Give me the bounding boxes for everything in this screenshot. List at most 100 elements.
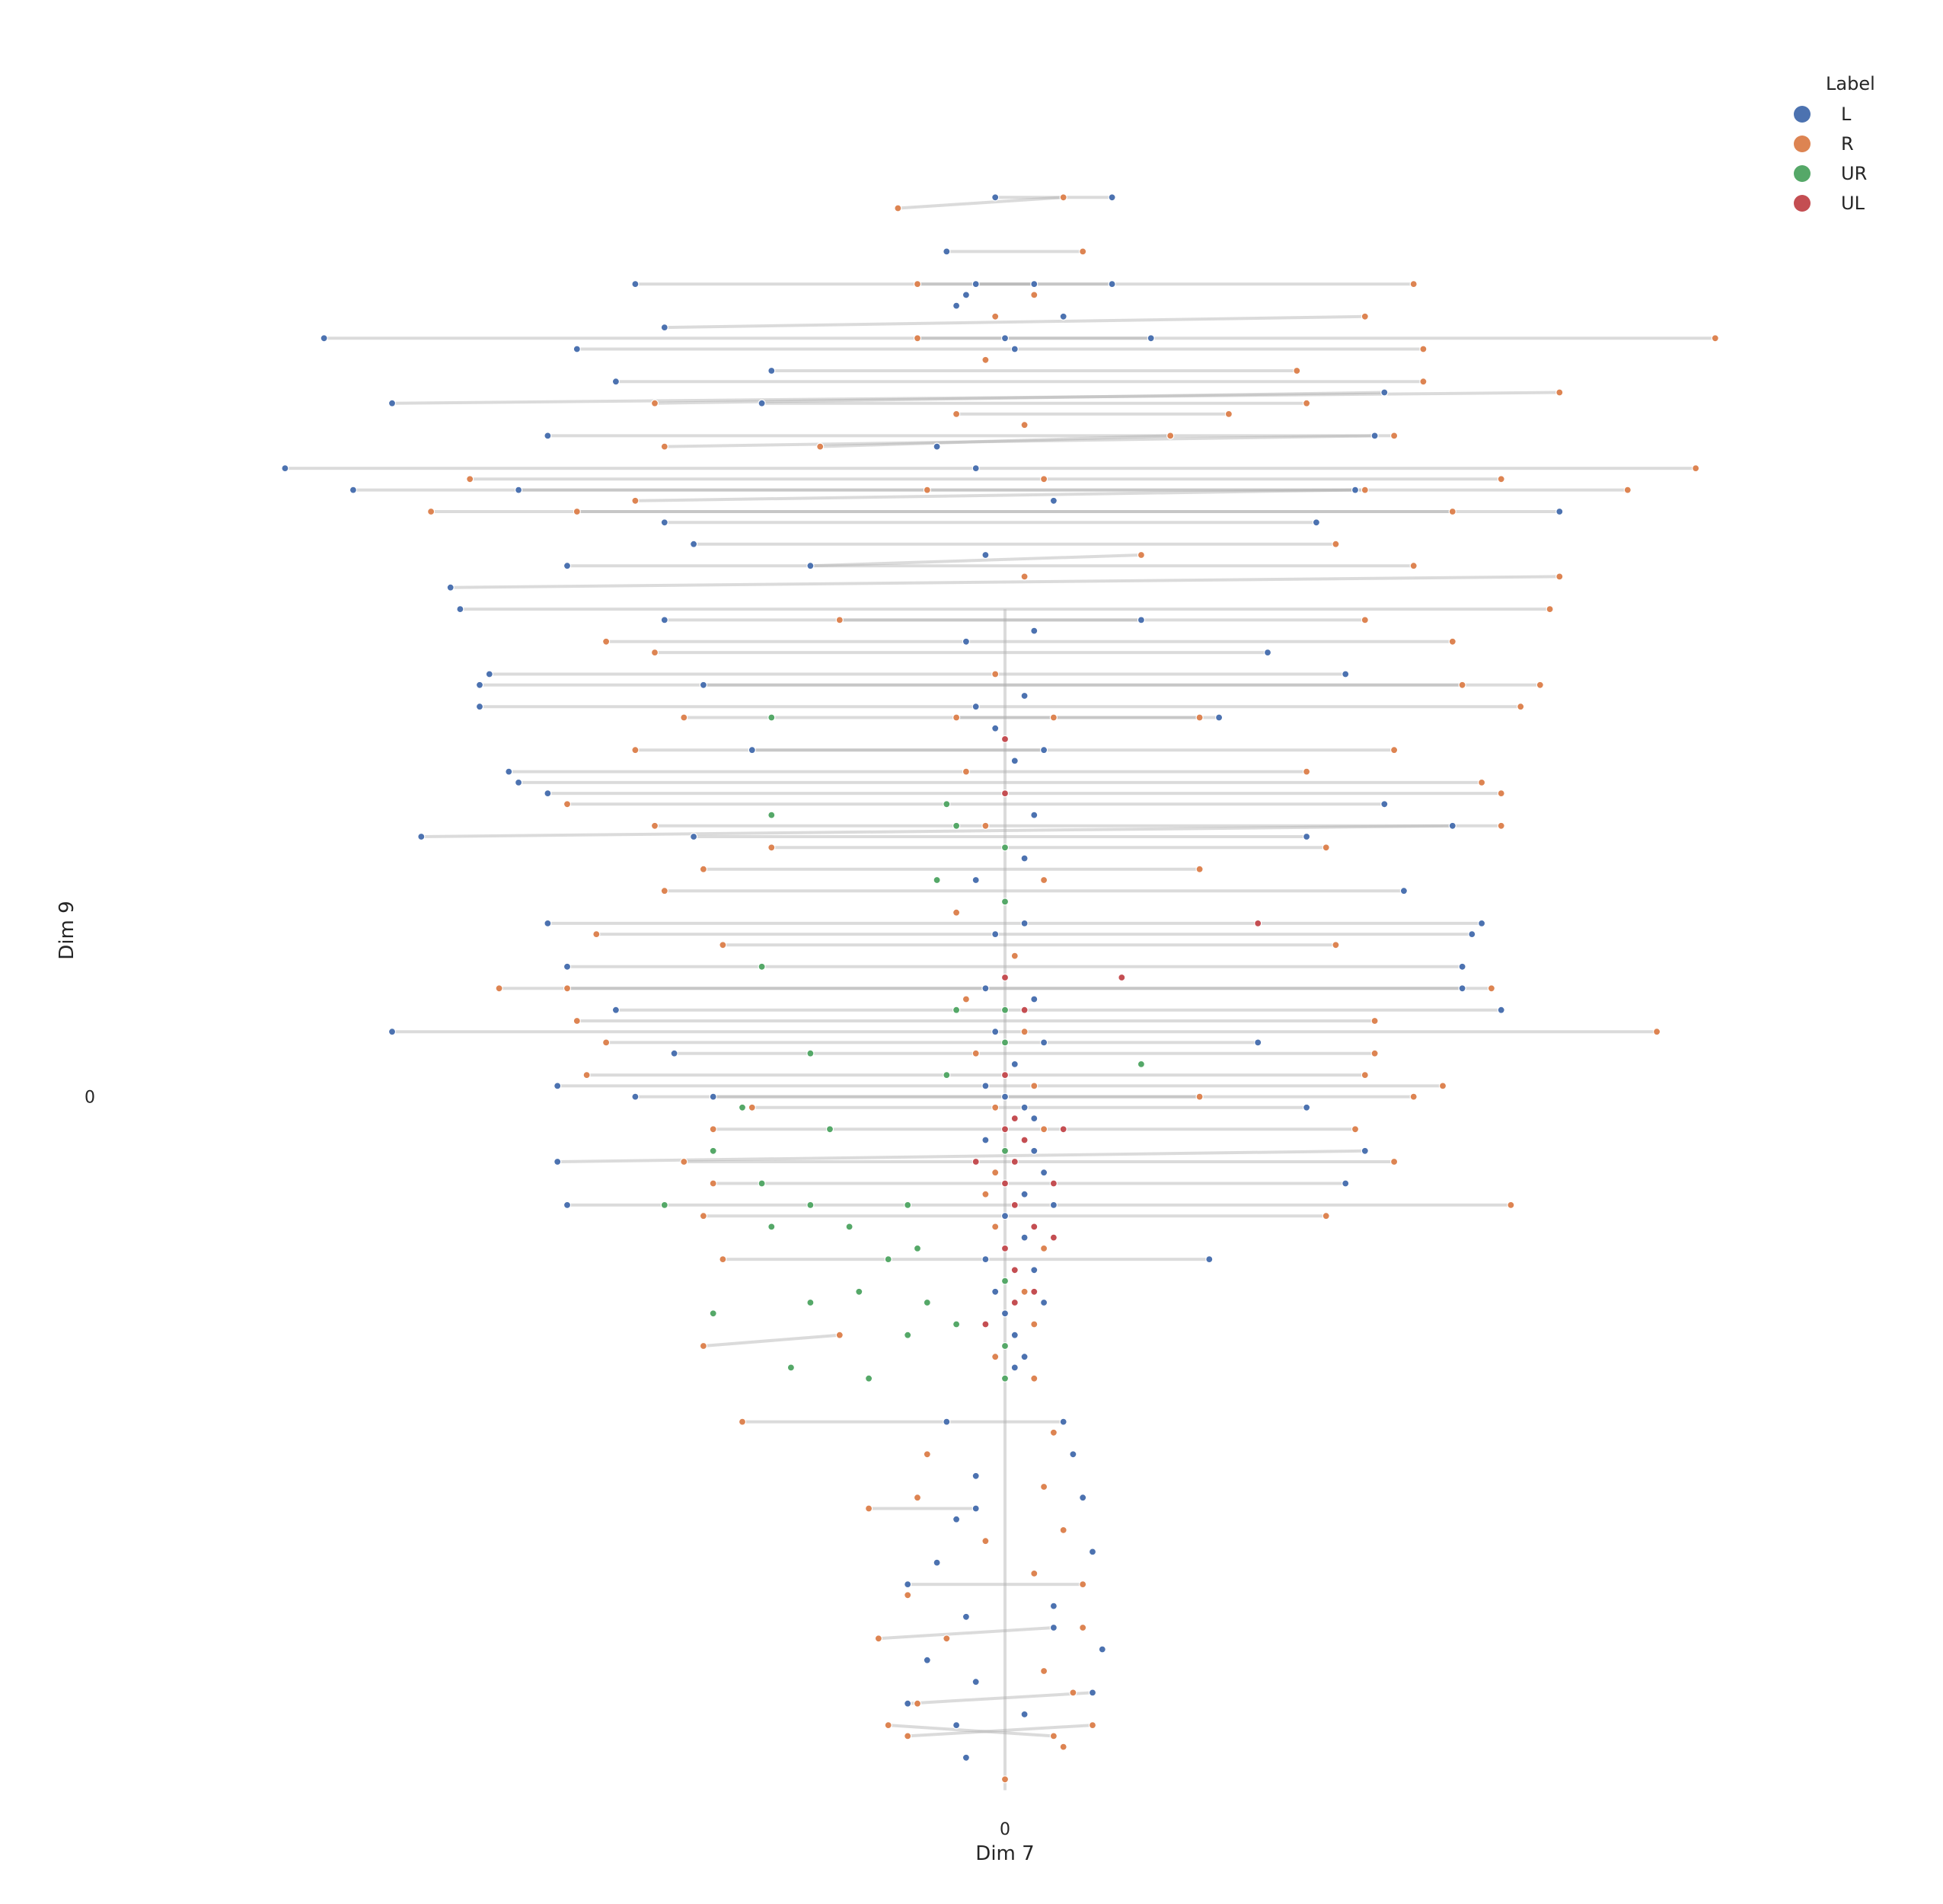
data-point-l [1399, 887, 1409, 895]
connector-line [820, 434, 1171, 448]
data-point-l [943, 247, 951, 256]
data-point-ur [1000, 1147, 1010, 1155]
data-point-r [1332, 941, 1340, 949]
data-point-l [514, 778, 523, 787]
data-point-r [650, 821, 659, 830]
data-point-r [748, 1103, 756, 1111]
data-point-l [1020, 1710, 1029, 1718]
data-point-r [1059, 1743, 1067, 1751]
data-point-l [388, 399, 397, 407]
data-point-l [1039, 1038, 1048, 1047]
data-point-l [1370, 432, 1379, 440]
data-point-l [1030, 627, 1038, 635]
data-point-l [1020, 1103, 1029, 1111]
data-point-r [816, 442, 825, 451]
data-point-r [904, 1732, 912, 1740]
data-point-r [1302, 767, 1311, 776]
connector-line [654, 391, 1385, 405]
data-point-ur [864, 1374, 873, 1383]
data-point-r [991, 670, 1000, 678]
data-point-l [1361, 1147, 1369, 1155]
data-point-ur [952, 1006, 961, 1014]
data-point-ur [845, 1223, 853, 1231]
data-point-l [991, 724, 1000, 732]
data-point-l [544, 432, 552, 440]
data-point-l [972, 464, 980, 473]
data-point-l [1020, 854, 1029, 863]
data-point-r [1497, 789, 1505, 798]
data-point-r [1137, 550, 1146, 560]
data-point-ul [1000, 1125, 1010, 1134]
data-point-l [456, 604, 464, 614]
data-point-r [1020, 421, 1029, 429]
data-point-r [1555, 388, 1564, 397]
data-point-r [1555, 572, 1564, 581]
data-point-l [1059, 1418, 1067, 1426]
y-tick-label: 0 [85, 1089, 95, 1108]
data-point-l [991, 193, 1000, 202]
data-point-r [738, 1418, 747, 1426]
data-point-r [699, 1212, 708, 1220]
data-point-r [981, 356, 990, 364]
data-point-r [1059, 1526, 1067, 1535]
data-point-r [1039, 1244, 1048, 1253]
data-point-ur [904, 1201, 912, 1210]
data-point-ul [1000, 1179, 1010, 1188]
data-point-r [466, 475, 474, 483]
data-point-l [1000, 334, 1010, 343]
data-point-ur [943, 1070, 951, 1080]
data-point-r [573, 1016, 581, 1025]
data-point-l [972, 875, 980, 885]
data-point-l [767, 366, 776, 375]
data-point-ur [767, 1223, 776, 1231]
data-point-l [1458, 984, 1466, 993]
legend-marker-r [1794, 136, 1811, 152]
legend: Label LR UR UL [1794, 73, 1875, 214]
data-point-l [1108, 280, 1116, 289]
data-point-l [1039, 1169, 1048, 1177]
data-point-r [1419, 378, 1428, 386]
data-point-l [1020, 1233, 1029, 1242]
y-axis-label: Dim 9 [56, 901, 78, 959]
data-point-r [1166, 432, 1175, 440]
data-point-l [544, 789, 552, 798]
data-point-ul [981, 1320, 990, 1328]
data-point-ul [1000, 973, 1010, 982]
connector-line [888, 1724, 1054, 1738]
data-point-l [1049, 496, 1058, 505]
x-tick-label: 0 [1000, 1820, 1010, 1839]
data-point-r [1224, 410, 1233, 419]
data-point-ur [758, 962, 766, 971]
legend-label-ur: UR [1841, 163, 1867, 184]
data-point-ul [1030, 1223, 1038, 1231]
connector-lines [285, 196, 1715, 1791]
data-point-r [699, 1341, 708, 1351]
data-point-r [913, 334, 922, 343]
data-point-l [1010, 345, 1019, 353]
data-point-l [1030, 1114, 1038, 1123]
data-point-r [1409, 280, 1418, 289]
data-point-l [1342, 1179, 1350, 1188]
data-point-l [611, 378, 621, 386]
data-point-l [1039, 1298, 1048, 1307]
data-point-l [972, 703, 980, 711]
data-point-l [1205, 1255, 1214, 1264]
data-point-l [991, 930, 1000, 939]
data-point-l [933, 442, 941, 451]
data-point-r [680, 1157, 688, 1166]
connector-line [557, 1149, 1365, 1163]
data-point-ul [1118, 973, 1126, 982]
data-point-ur [767, 713, 776, 722]
data-point-l [1069, 1450, 1077, 1459]
data-point-r [1039, 475, 1048, 483]
connector-line [664, 434, 1375, 448]
data-point-r [894, 204, 902, 212]
data-point-l [1010, 757, 1019, 765]
data-point-l [981, 1082, 990, 1090]
data-point-l [933, 1558, 941, 1567]
data-point-l [1263, 648, 1272, 657]
data-point-r [904, 1591, 912, 1599]
data-point-r [709, 1179, 717, 1188]
data-point-r [1039, 1482, 1048, 1491]
data-point-l [952, 1515, 961, 1523]
